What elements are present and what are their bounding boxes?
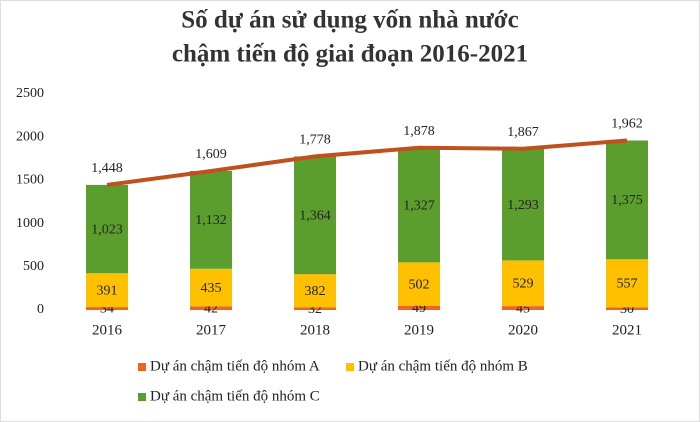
y-tick-label: 2500 xyxy=(16,86,44,101)
line-label: 1,878 xyxy=(403,124,435,139)
x-tick-label: 2016 xyxy=(92,322,123,338)
y-tick-label: 1000 xyxy=(16,216,44,231)
total-line xyxy=(106,138,628,187)
legend-swatch xyxy=(138,393,146,401)
legend-label: Dự án chậm tiến độ nhóm C xyxy=(150,388,320,404)
bar-segment xyxy=(86,273,128,308)
y-tick-label: 2000 xyxy=(16,129,44,144)
bar-segment xyxy=(606,259,648,308)
bar-segment xyxy=(190,268,232,307)
legend-swatch xyxy=(346,363,354,371)
legend-label: Dự án chậm tiến độ nhóm A xyxy=(150,358,320,374)
y-tick-label: 0 xyxy=(37,302,44,317)
data-label: 435 xyxy=(201,281,222,296)
bar-segment xyxy=(606,140,648,260)
line-label: 1,609 xyxy=(195,147,227,162)
bar-segment xyxy=(294,307,336,310)
y-tick-label: 1500 xyxy=(16,173,44,188)
x-tick-label: 2021 xyxy=(612,322,642,338)
data-label: 502 xyxy=(409,277,430,292)
data-label: 1,132 xyxy=(195,213,227,228)
x-tick-label: 2017 xyxy=(196,322,227,338)
bar-segment xyxy=(502,148,544,261)
bar-segment xyxy=(294,274,336,308)
chart-title: Số dự án sử dụng vốn nhà nước xyxy=(181,7,518,34)
x-tick-label: 2018 xyxy=(300,322,330,338)
legend-label: Dự án chậm tiến độ nhóm B xyxy=(358,358,528,374)
bar-segment xyxy=(190,306,232,310)
data-label: 1,327 xyxy=(403,198,435,213)
line-label: 1,448 xyxy=(91,161,123,176)
bar-segment xyxy=(502,306,544,310)
bar-segment xyxy=(190,170,232,269)
legend-swatch xyxy=(138,363,146,371)
x-tick-label: 2020 xyxy=(508,322,538,338)
data-label: 382 xyxy=(305,284,326,299)
data-label: 391 xyxy=(97,283,118,298)
bar-segment xyxy=(398,305,440,310)
data-label: 1,023 xyxy=(91,222,123,237)
bar-segment xyxy=(86,307,128,310)
data-label: 1,364 xyxy=(299,209,331,224)
bar-segment xyxy=(86,184,128,274)
line-label: 1,962 xyxy=(611,117,643,132)
line-label: 1,778 xyxy=(299,133,331,148)
chart-title: chậm tiến độ giai đoạn 2016-2021 xyxy=(172,41,528,68)
data-label: 557 xyxy=(617,277,638,292)
bar-segment xyxy=(398,147,440,263)
bar-segment xyxy=(398,262,440,306)
data-label: 1,375 xyxy=(611,193,643,208)
line-label: 1,867 xyxy=(507,125,539,140)
bar-segment xyxy=(502,260,544,307)
x-tick-label: 2019 xyxy=(404,322,434,338)
data-label: 1,293 xyxy=(507,198,539,213)
y-tick-label: 500 xyxy=(23,259,44,274)
bar-segment xyxy=(294,156,336,275)
bar-segment xyxy=(606,307,648,310)
data-label: 529 xyxy=(513,276,534,291)
